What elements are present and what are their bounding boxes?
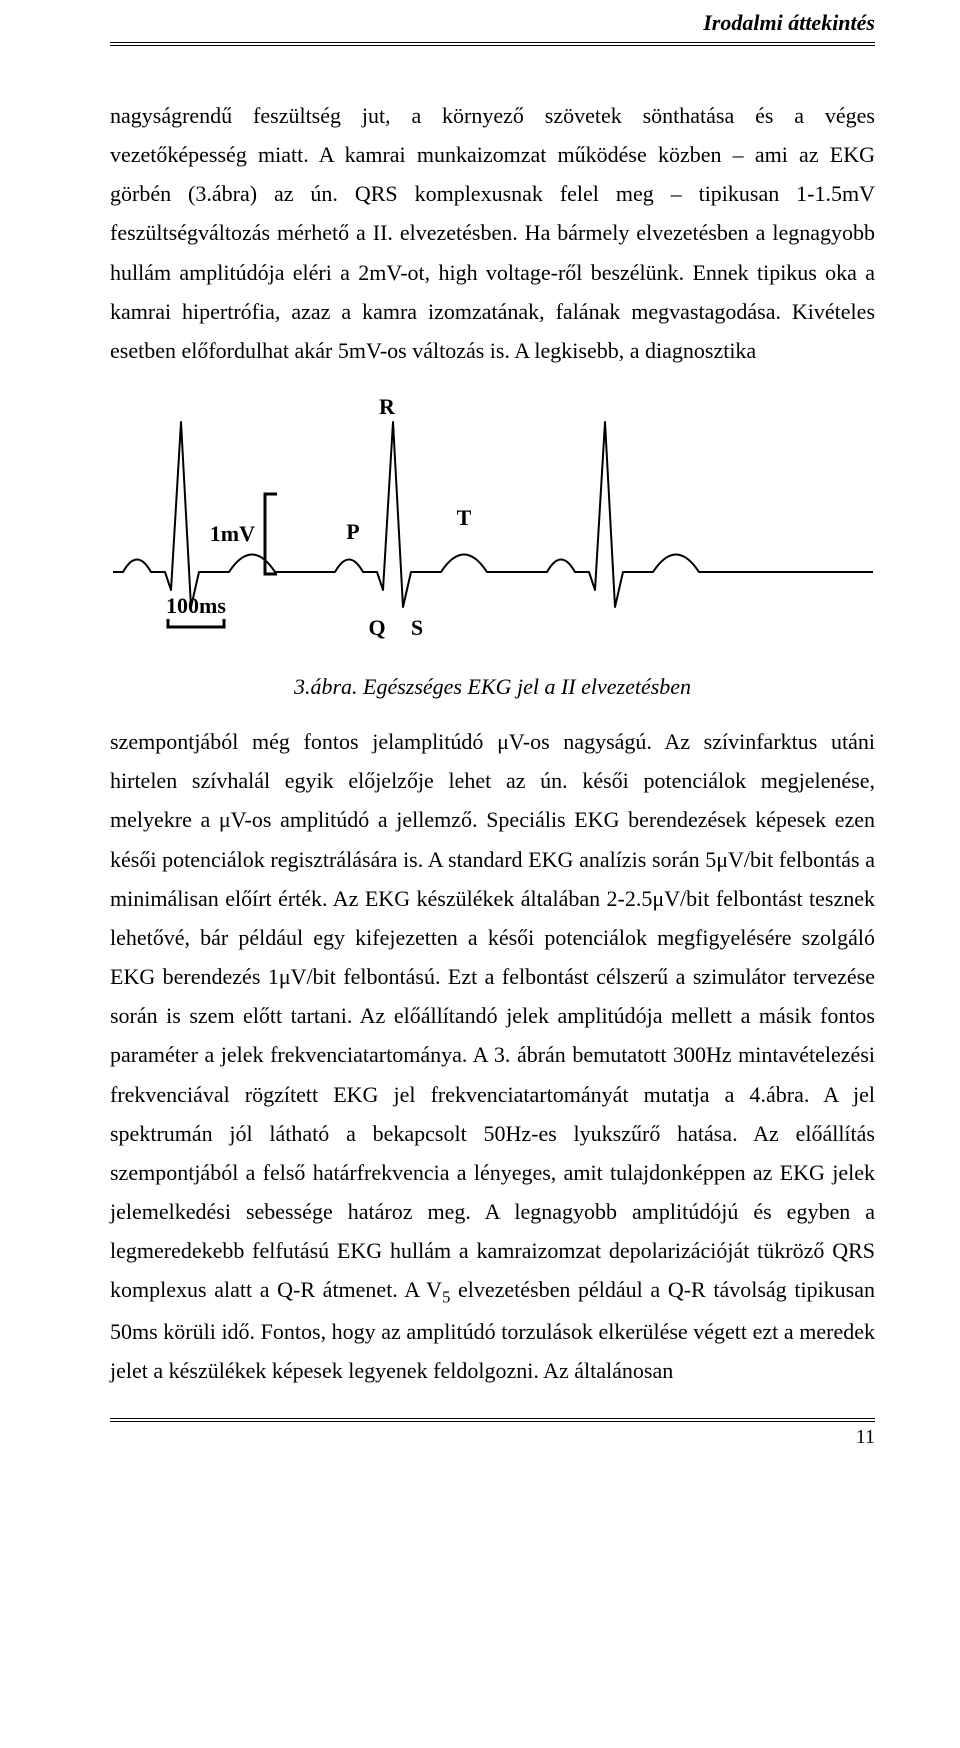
svg-text:T: T — [456, 505, 471, 530]
svg-text:R: R — [379, 394, 396, 419]
ecg-figure: R P T QS 1mV 100ms — [110, 392, 875, 652]
header-section-title: Irodalmi áttekintés — [110, 10, 875, 36]
paragraph-1: nagyságrendű feszültség jut, a környező … — [110, 96, 875, 370]
svg-text:100ms: 100ms — [166, 593, 226, 618]
ecg-waveform-svg: R P T QS 1mV 100ms — [113, 392, 873, 652]
paragraph-2a: szempontjából még fontos jelamplitúdó μV… — [110, 729, 875, 1302]
paragraph-2: szempontjából még fontos jelamplitúdó μV… — [110, 722, 875, 1390]
svg-text:Q: Q — [368, 615, 385, 640]
svg-text:P: P — [346, 519, 359, 544]
footer-rule — [110, 1418, 875, 1422]
svg-text:S: S — [410, 615, 422, 640]
svg-text:1mV: 1mV — [209, 521, 254, 546]
figure-caption: 3.ábra. Egészséges EKG jel a II elvezeté… — [110, 674, 875, 700]
page: Irodalmi áttekintés nagyságrendű feszült… — [0, 0, 960, 1748]
header-rule — [110, 42, 875, 46]
page-number: 11 — [110, 1426, 875, 1449]
